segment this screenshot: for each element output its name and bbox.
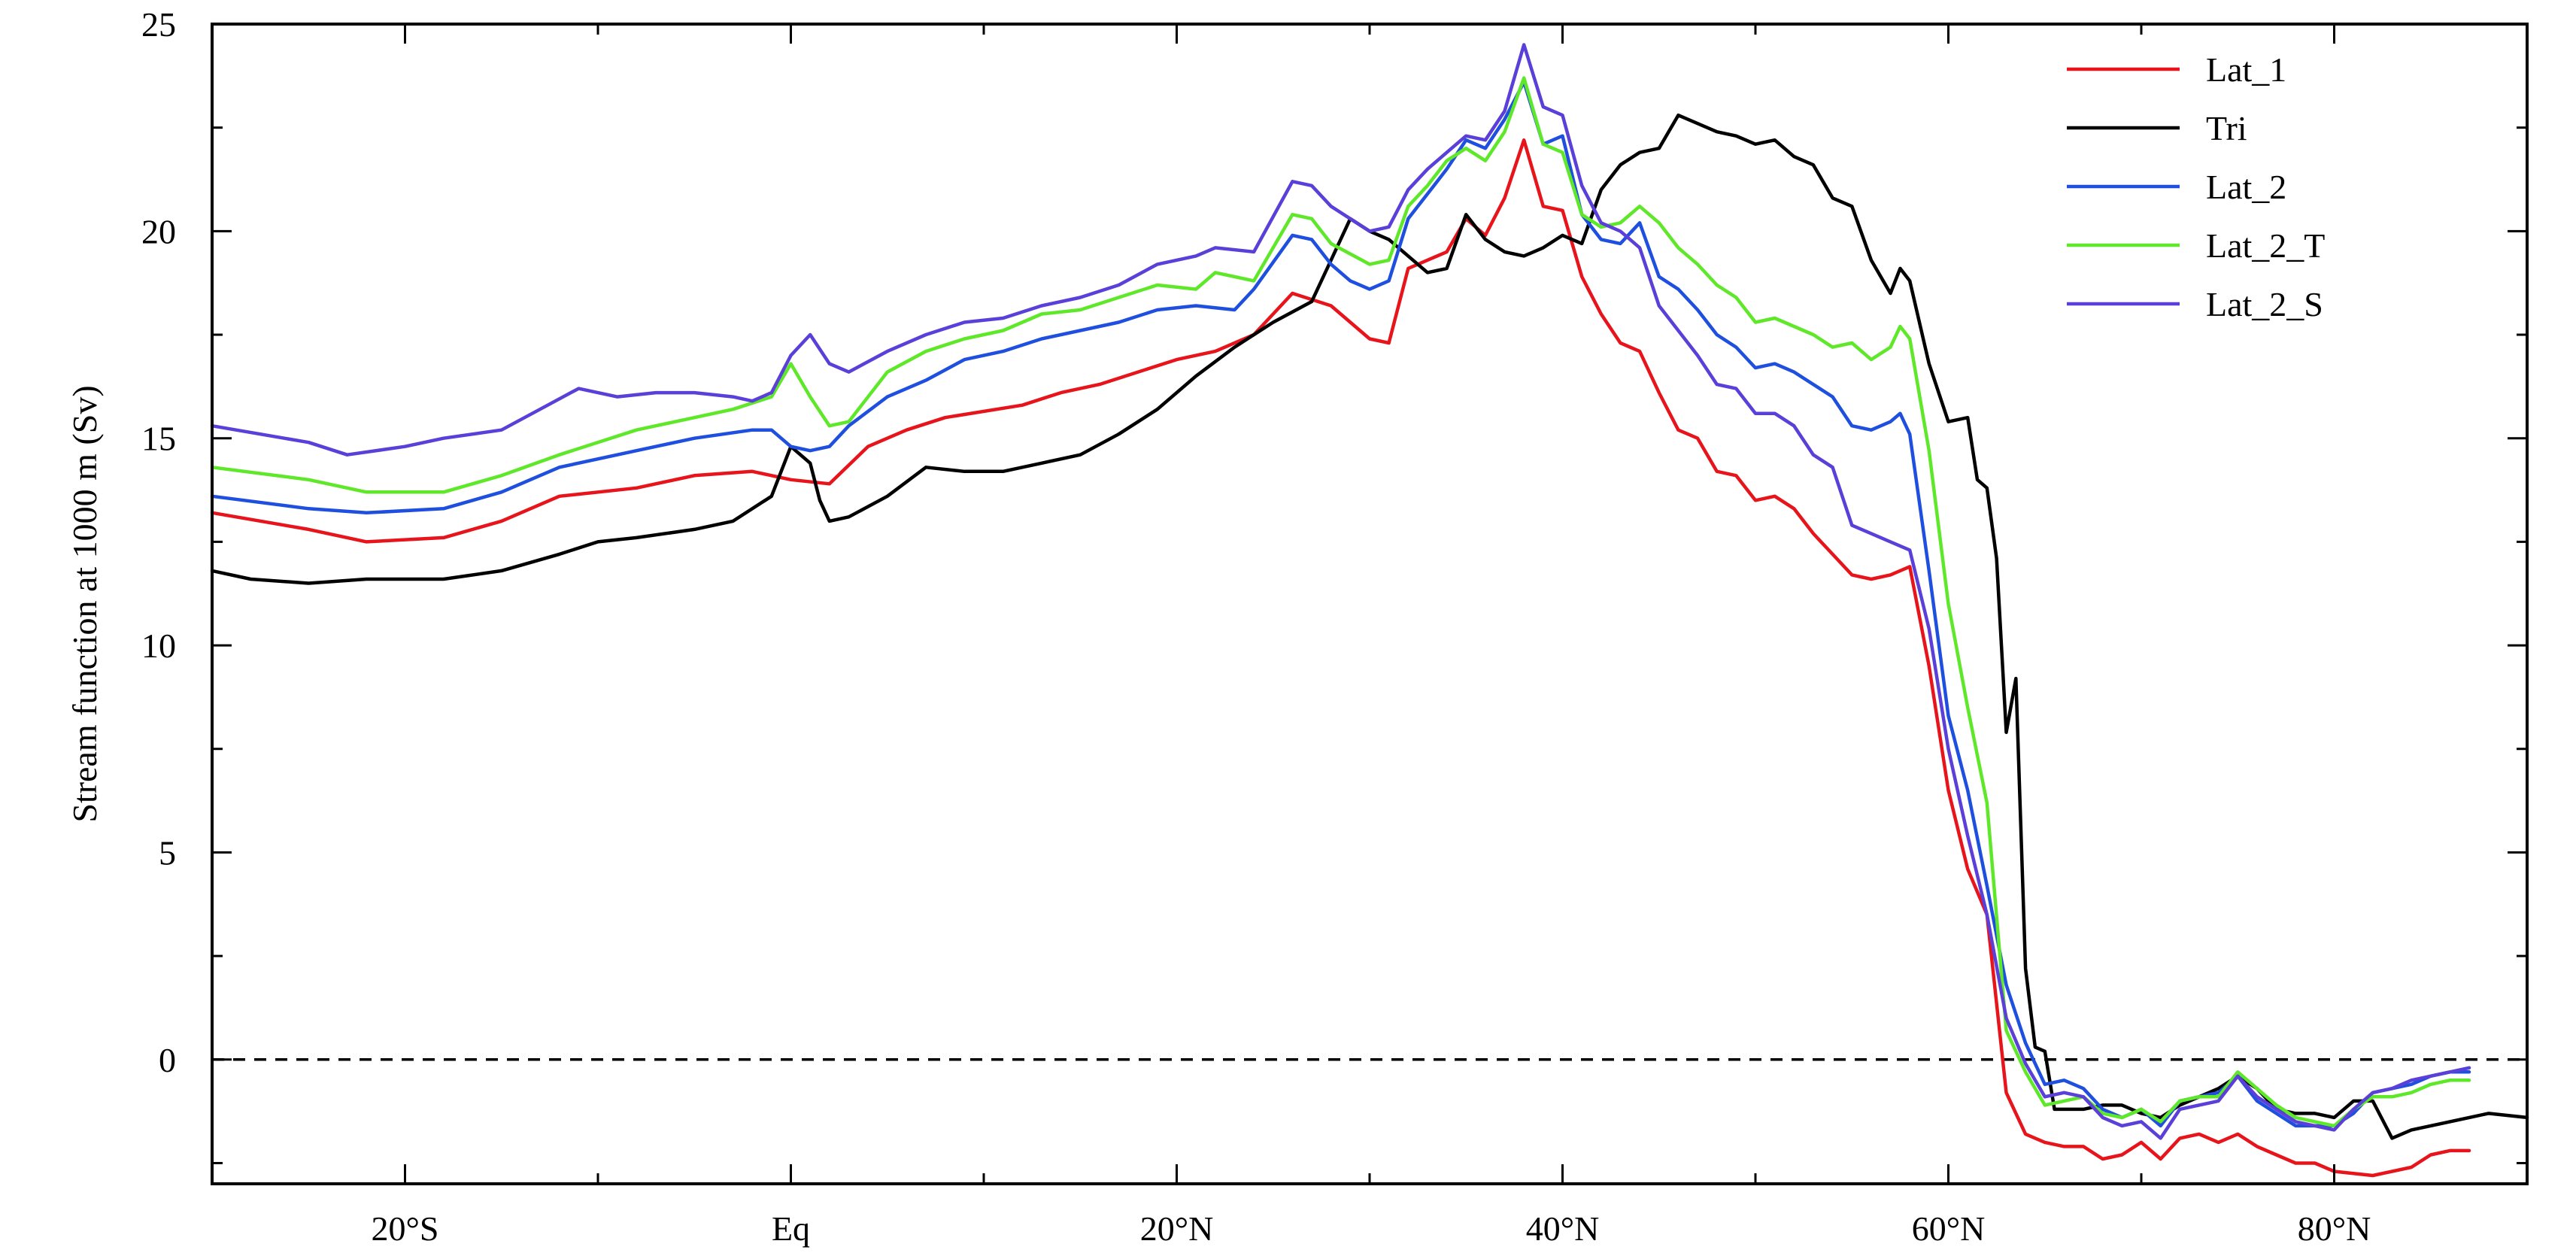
series-line-lat-2-s [210,43,2471,1140]
y-axis-title: Stream function at 1000 m (Sv) [65,385,104,822]
legend-label: Lat_1 [2206,50,2286,89]
series-line-lat-2-t [210,76,2471,1128]
x-tick-label: Eq [772,1209,810,1248]
legend-label: Lat_2 [2206,168,2286,206]
axes: 20°S Eq 20°N 40°N 60°N 80°N 0 5 10 15 20 25 [141,5,2371,1248]
series-line-lat-1 [210,138,2471,1178]
x-tick-label: 80°N [2298,1209,2371,1248]
y-tick-label: 25 [141,5,176,44]
x-tick-label: 60°N [1912,1209,1986,1248]
legend-label: Lat_2_S [2206,285,2323,323]
y-tick-label: 15 [141,420,176,458]
x-tick-label: 20°S [372,1209,439,1248]
legend-label: Lat_2_T [2206,226,2325,265]
y-tick-label: 20 [141,212,176,250]
x-tick-label: 20°N [1140,1209,1214,1248]
series-layer [210,43,2529,1178]
x-tick-label: 40°N [1526,1209,1600,1248]
legend-label: Tri [2206,109,2247,147]
y-tick-label: 0 [159,1041,176,1079]
tick-layer [211,23,2529,1184]
y-tick-label: 5 [159,833,176,872]
y-tick-label: 10 [141,626,176,665]
legend: Lat_1 Tri Lat_2 Lat_2_T Lat_2_S [2067,50,2325,323]
